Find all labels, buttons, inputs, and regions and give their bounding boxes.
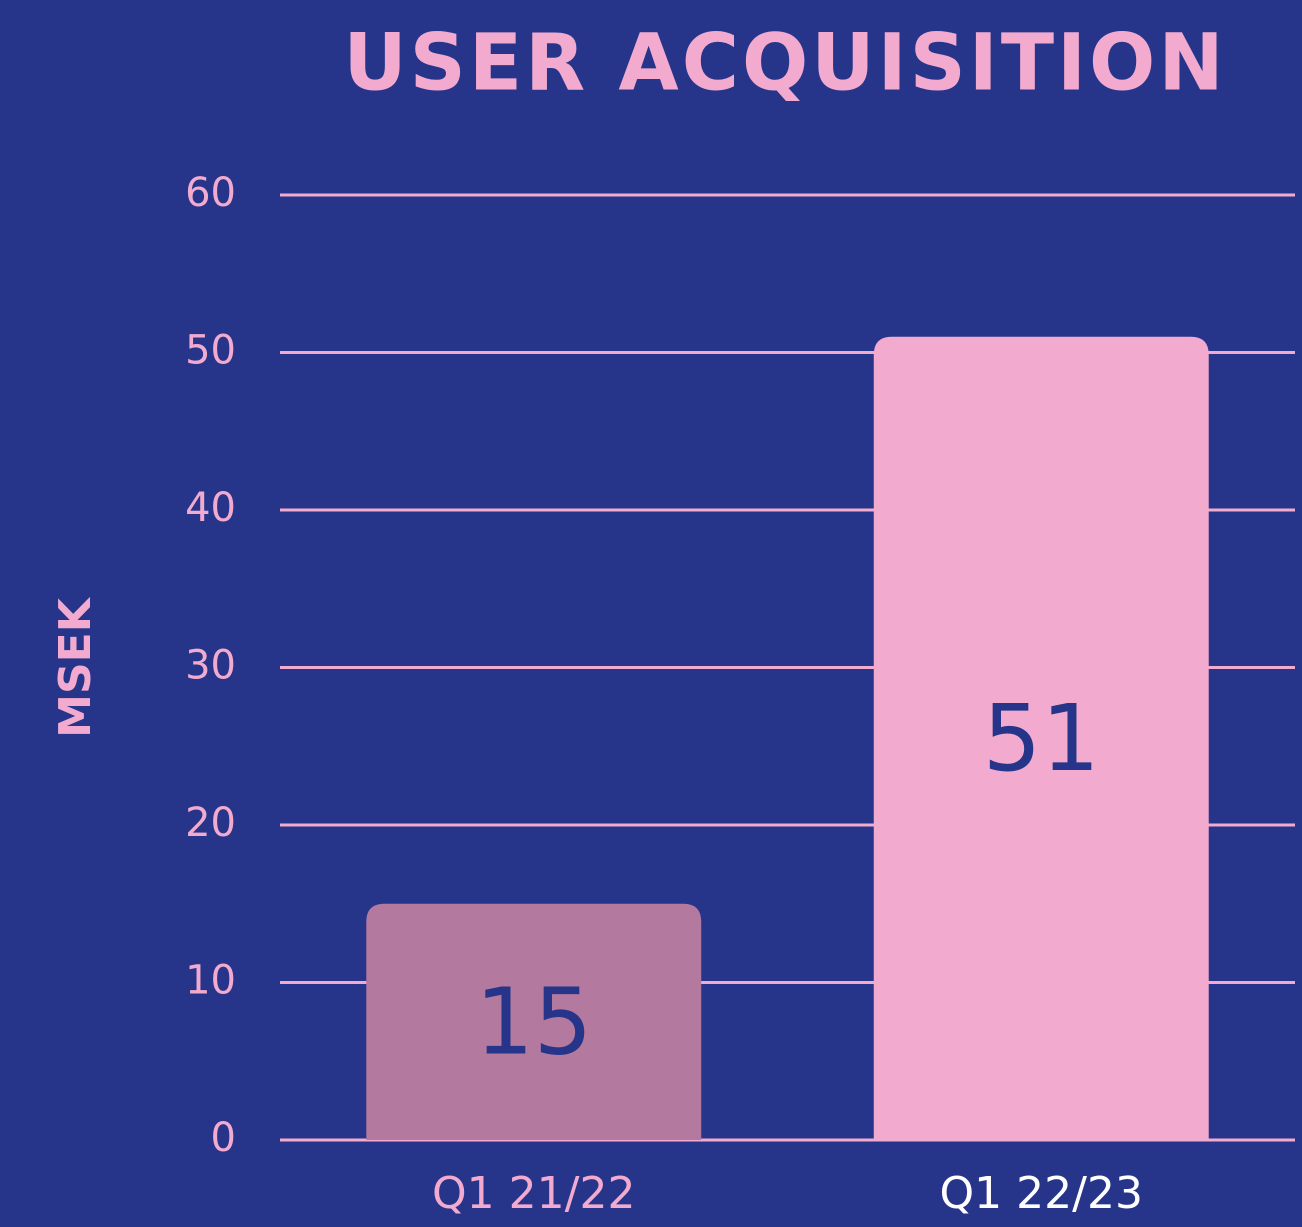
y-tick-label: 60 xyxy=(185,170,236,216)
x-tick-label: Q1 21/22 xyxy=(432,1168,635,1219)
y-axis-label: MSEK xyxy=(50,596,101,738)
bar xyxy=(366,903,702,1140)
y-tick-label: 20 xyxy=(185,800,236,846)
y-tick-label: 30 xyxy=(185,643,236,689)
value-label: 51 xyxy=(983,685,1100,792)
bar xyxy=(873,336,1209,1140)
chart-title: USER ACQUISITION xyxy=(343,18,1226,108)
value-label: 15 xyxy=(475,968,592,1075)
x-tick-label: Q1 22/23 xyxy=(940,1168,1143,1219)
y-tick-label: 10 xyxy=(185,958,236,1004)
y-tick-label: 40 xyxy=(185,485,236,531)
y-tick-label: 50 xyxy=(185,328,236,374)
y-tick-label: 0 xyxy=(211,1115,236,1161)
